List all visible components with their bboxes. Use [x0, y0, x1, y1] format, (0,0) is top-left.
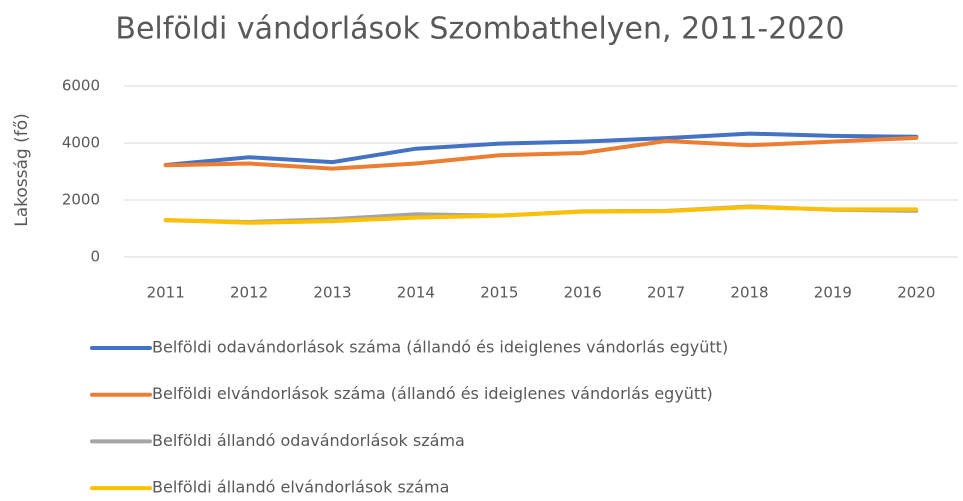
x-tick-label: 2015	[480, 284, 518, 302]
x-tick-label: 2016	[564, 284, 602, 302]
y-tick-label: 4000	[62, 134, 100, 152]
y-tick-label: 6000	[62, 77, 100, 95]
legend-label: Belföldi elvándorlások száma (állandó és…	[152, 384, 713, 403]
series-line	[163, 205, 919, 225]
series-line	[163, 131, 919, 167]
chart-title: Belföldi vándorlások Szombathelyen, 2011…	[115, 12, 844, 47]
x-tick-label: 2017	[647, 284, 685, 302]
x-tick-label: 2013	[313, 284, 351, 302]
x-tick-label: 2020	[897, 284, 935, 302]
x-tick-label: 2018	[730, 284, 768, 302]
x-tick-label: 2011	[147, 284, 185, 302]
y-axis-label: Lakosság (fő)	[12, 113, 32, 227]
legend-label: Belföldi odavándorlások száma (állandó é…	[152, 338, 728, 357]
x-tick-label: 2019	[814, 284, 852, 302]
x-tick-label: 2014	[397, 284, 435, 302]
series-line	[163, 135, 919, 171]
legend-label: Belföldi állandó odavándorlások száma	[152, 431, 465, 450]
y-tick-label: 0	[90, 248, 100, 266]
legend-label: Belföldi állandó elvándorlások száma	[152, 478, 449, 497]
y-tick-label: 2000	[62, 191, 100, 209]
x-tick-label: 2012	[230, 284, 268, 302]
